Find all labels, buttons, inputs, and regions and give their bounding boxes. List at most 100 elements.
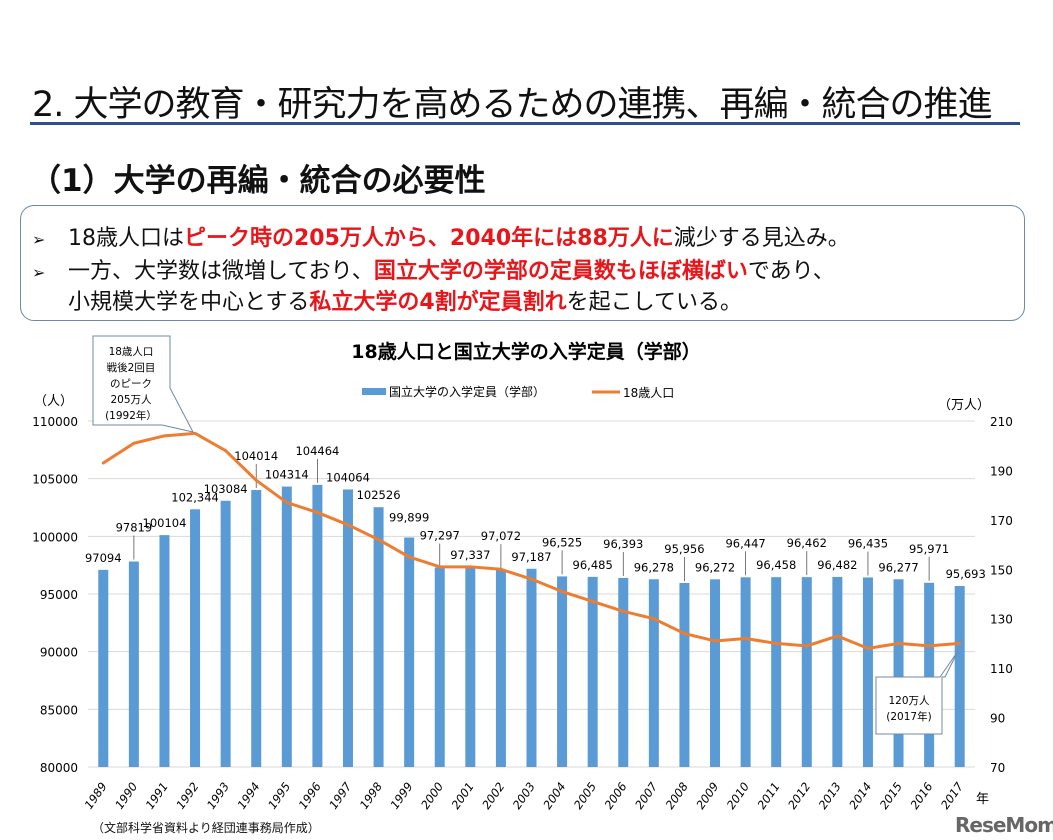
y-left-tick-label: 105000 (32, 473, 78, 487)
x-tick-label: 2005 (571, 780, 599, 812)
line-point (744, 636, 748, 640)
line-point (805, 644, 809, 648)
line-point (835, 634, 839, 638)
bullet-text: 小規模大学を中心とする (68, 290, 310, 315)
x-tick-label: 2015 (877, 780, 905, 812)
x-tick-label: 1999 (387, 780, 415, 812)
bar (771, 577, 782, 767)
legend-bar-swatch (362, 388, 386, 395)
summary-bullet: 小規模大学を中心とする私立大学の4割が定員割れを起こしている。 (32, 284, 742, 316)
bar-data-label: 102526 (357, 488, 401, 502)
watermark-logo: ReseMom (955, 813, 1053, 837)
line-point (897, 641, 901, 645)
y-right-tick-label: 110 (990, 662, 1013, 676)
y-right-tick-label: 210 (990, 415, 1013, 429)
x-tick-label: 1997 (326, 779, 355, 812)
summary-bullet: ➢ 一方、大学数は微増しており、国立大学の学部の定員数もほぼ横ばいであり、 (32, 253, 835, 285)
bar (495, 570, 506, 767)
bar (190, 509, 201, 767)
bar-data-label: 99,899 (389, 510, 429, 524)
legend-line-label: 18歳人口 (623, 386, 674, 400)
highlight-text: 国立大学の学部の定員数もほぼ横ばい (373, 259, 748, 284)
line-point (101, 461, 105, 465)
x-tick-label: 2008 (663, 780, 691, 812)
callout-peak-text: 205万人 (110, 394, 152, 406)
highlight-text: ピーク時の205万人から、2040年には88万人に (184, 226, 674, 251)
bar-data-label: 95,956 (664, 542, 704, 556)
line-point (468, 565, 472, 569)
bullet-arrow-icon: ➢ (32, 230, 46, 249)
line-point (591, 599, 595, 603)
bar-data-label: 96,462 (787, 536, 827, 550)
bar (587, 576, 598, 767)
bar-data-label: 97,187 (511, 550, 551, 564)
bar (128, 561, 139, 767)
y-right-tick-label: 90 (990, 712, 1005, 726)
y-right-tick-label: 170 (990, 514, 1013, 528)
x-tick-label: 2010 (724, 780, 752, 812)
callout-peak (92, 335, 194, 433)
line-point (682, 632, 686, 636)
bar (342, 489, 353, 767)
highlight-text: 私立大学の4割が定員割れ (309, 290, 567, 315)
y-left-tick-label: 80000 (40, 761, 78, 775)
bar (220, 500, 231, 767)
x-tick-label: 2012 (785, 780, 813, 812)
bar (954, 586, 965, 767)
bar (434, 567, 445, 767)
summary-box (20, 205, 1025, 321)
bar (710, 579, 721, 767)
line-point (407, 555, 411, 559)
bar (465, 567, 476, 767)
y-left-tick-label: 85000 (40, 703, 78, 717)
bar (832, 576, 843, 767)
y-right-tick-label: 70 (990, 761, 1005, 775)
x-tick-label: 1995 (265, 780, 293, 812)
bullet-arrow-icon: ➢ (32, 263, 46, 282)
bar-data-label: 104014 (234, 449, 278, 463)
line-point (438, 565, 442, 569)
line-point (560, 590, 564, 594)
bar-data-label: 104314 (265, 468, 309, 482)
x-tick-label: 2011 (754, 780, 782, 812)
x-tick-label: 1994 (234, 780, 262, 812)
bar-data-label: 97,297 (420, 529, 460, 543)
x-tick-label: 1991 (143, 780, 171, 812)
line-point (774, 641, 778, 645)
bullet-text: 減少する見込み。 (673, 226, 850, 251)
line-point (285, 501, 289, 505)
bar (312, 484, 323, 767)
x-tick-label: 2009 (693, 780, 721, 812)
bar-data-label: 97,337 (450, 548, 490, 562)
line-point (254, 478, 258, 482)
bar-data-label: 96,393 (603, 537, 643, 551)
bar-data-label: 96,447 (725, 536, 765, 550)
bar-data-label: 96,458 (756, 558, 796, 572)
bar (679, 582, 690, 767)
bar-data-label: 96,482 (817, 558, 857, 572)
bullet-text: であり、 (747, 259, 835, 284)
line-point (224, 449, 228, 453)
x-tick-label: 2007 (632, 779, 661, 812)
bar (281, 486, 292, 767)
bar (159, 535, 170, 767)
y-left-tick-label: 100000 (32, 530, 78, 544)
x-tick-label: 2014 (846, 780, 874, 812)
line-point (162, 434, 166, 438)
line-point (132, 441, 136, 445)
bar-data-label: 97,072 (481, 529, 521, 543)
legend-bar-label: 国立大学の入学定員（学部） (389, 384, 545, 399)
line-point (621, 609, 625, 613)
y-right-axis-label: （万人） (938, 398, 990, 413)
y-left-axis-label: （人） (34, 394, 73, 409)
bar (557, 576, 568, 767)
x-tick-label: 2013 (816, 780, 844, 812)
callout-2017-text: 120万人 (888, 695, 930, 707)
title-underline (30, 122, 1020, 125)
bar-data-label: 103084 (204, 482, 248, 496)
bar-data-label: 95,971 (909, 542, 949, 556)
x-axis-label: 年 (976, 792, 989, 807)
bullet-text: 一方、大学数は微増しており、 (68, 259, 374, 284)
y-left-tick-label: 95000 (40, 588, 78, 602)
line-point (315, 510, 319, 514)
